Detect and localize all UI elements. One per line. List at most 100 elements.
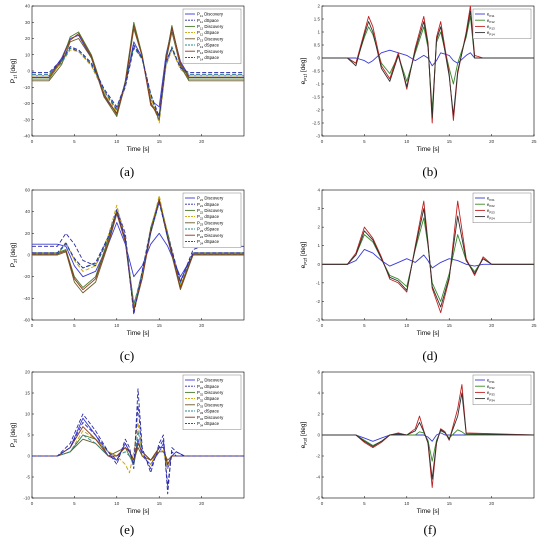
x-axis-label: Time [s]: [127, 146, 150, 153]
y-axis-label: eP1f​ [deg]: [300, 57, 308, 84]
y-tick-label: 1: [317, 30, 320, 35]
legend-entry: eP31​: [487, 378, 495, 384]
legend-entry: P21​ dSpace: [197, 202, 220, 208]
y-tick-label: -1: [316, 280, 320, 285]
y-tick-label: 0.5: [314, 43, 321, 48]
y-tick-label: -40: [23, 296, 30, 301]
x-tick-label: 25: [531, 323, 537, 328]
legend-entry: P21​ Discovery: [197, 196, 224, 202]
y-tick-label: 0: [317, 433, 320, 438]
y-tick-label: -20: [23, 274, 30, 279]
legend-entry: eP12​: [487, 18, 495, 24]
y-tick-label: -10: [23, 85, 30, 90]
caption-f: (f): [423, 522, 437, 537]
legend-entry: P13​ Discovery: [197, 36, 224, 42]
legend-entry: P31​ dSpace: [197, 384, 220, 390]
y-tick-label: 1.5: [314, 17, 321, 22]
y-tick-label: 2: [317, 4, 320, 9]
series-line: [32, 222, 244, 278]
legend-entry: eP11​: [487, 12, 495, 18]
y-tick-label: 20: [25, 36, 31, 41]
x-tick-label: 10: [114, 139, 120, 144]
legend-entry: P32​ dSpace: [197, 396, 220, 402]
x-axis-label: Time [s]: [417, 146, 440, 153]
series-line: [32, 46, 244, 119]
series-line: [32, 426, 244, 465]
caption-e: (e): [119, 522, 135, 537]
x-tick-label: 15: [447, 139, 453, 144]
legend-entry: P24​ dSpace: [197, 239, 220, 245]
x-tick-label: 0: [31, 501, 34, 506]
x-tick-label: 15: [157, 501, 163, 506]
y-tick-label: 2: [317, 412, 320, 417]
y-tick-label: 4: [317, 391, 320, 396]
y-tick-label: -1.5: [312, 95, 320, 100]
y-tick-label: -2: [316, 108, 320, 113]
legend-entry: P13​ dSpace: [197, 43, 220, 49]
legend-entry: P22​ Discovery: [197, 208, 224, 214]
series-group: [322, 200, 534, 314]
y-axis-label: P3f​ [deg]: [10, 423, 18, 448]
legend-entry: eP34​: [487, 396, 495, 402]
legend: eP11​eP12​eP13​eP14​: [472, 8, 532, 39]
caption-b: (b): [422, 164, 438, 179]
x-axis-label: Time [s]: [127, 508, 150, 515]
y-tick-label: -1: [316, 82, 320, 87]
x-tick-label: 10: [404, 323, 410, 328]
y-tick-label: 10: [25, 52, 31, 57]
y-axis-label: P2f​ [deg]: [10, 243, 18, 268]
series-group: [32, 388, 244, 495]
y-tick-label: 30: [25, 20, 31, 25]
y-tick-label: -30: [23, 117, 30, 122]
x-tick-label: 0: [31, 139, 34, 144]
chart-c: 0 5 10 15 20 -60 -40 -20 0 20 40 60 Time [s] P2f​ [de…: [10, 188, 245, 337]
legend-entry: P31​ Discovery: [197, 378, 224, 384]
legend-box: [182, 8, 242, 64]
series-group: [32, 21, 244, 124]
y-axis-label: P1f​ [deg]: [10, 59, 18, 84]
legend-entry: P11​ dSpace: [197, 18, 219, 24]
y-tick-label: -2: [316, 454, 320, 459]
y-tick-label: 20: [25, 370, 31, 375]
y-tick-label: -2: [316, 299, 320, 304]
series-line: [322, 217, 534, 302]
legend-box: [472, 8, 532, 39]
y-tick-label: -10: [23, 496, 30, 501]
series-line: [322, 432, 534, 442]
legend-entry: P34​ dSpace: [197, 421, 220, 427]
legend-entry: P12​ Discovery: [197, 24, 224, 30]
y-tick-label: -3: [316, 318, 320, 323]
y-tick-label: 2: [317, 225, 320, 230]
legend: eP31​eP32​eP33​eP34​: [472, 374, 532, 405]
x-tick-label: 15: [447, 323, 453, 328]
legend-entry: P14​ dSpace: [197, 55, 220, 61]
legend-entry: eP13​: [487, 24, 495, 30]
series-group: [322, 384, 534, 488]
x-tick-label: 5: [363, 139, 366, 144]
y-tick-label: 3: [317, 206, 320, 211]
series-line: [322, 392, 534, 480]
legend-box: [182, 192, 242, 248]
series-line: [322, 208, 534, 308]
legend-entry: P22​ dSpace: [197, 214, 220, 220]
x-tick-label: 20: [199, 323, 205, 328]
y-tick-label: -0.5: [312, 69, 320, 74]
legend-entry: P23​ Discovery: [197, 220, 224, 226]
x-tick-label: 10: [404, 501, 410, 506]
y-tick-label: 60: [25, 188, 31, 193]
y-tick-label: 10: [25, 412, 31, 417]
x-tick-label: 5: [363, 323, 366, 328]
x-axis-label: Time [s]: [127, 330, 150, 337]
x-tick-label: 20: [489, 323, 495, 328]
series-line: [322, 10, 534, 119]
x-tick-label: 5: [363, 501, 366, 506]
chart-panel-f: 0 5 10 15 20 -6 -4 -2 0 2 4 6 Time [s] eP3f​ [deg] eP3…: [290, 366, 540, 522]
caption-c: (c): [119, 348, 135, 363]
series-line: [32, 417, 244, 470]
y-tick-label: 0: [27, 69, 30, 74]
chart-panel-c: 0 5 10 15 20 -60 -40 -20 0 20 40 60 Time [s] P2f​ [de…: [0, 184, 250, 344]
chart-panel-e: 0 5 10 15 20 -10 -5 0 5 10 15 20 Time [s] P3f​ [deg] P…: [0, 366, 250, 522]
y-tick-label: 40: [25, 4, 31, 9]
x-tick-label: 0: [31, 323, 34, 328]
